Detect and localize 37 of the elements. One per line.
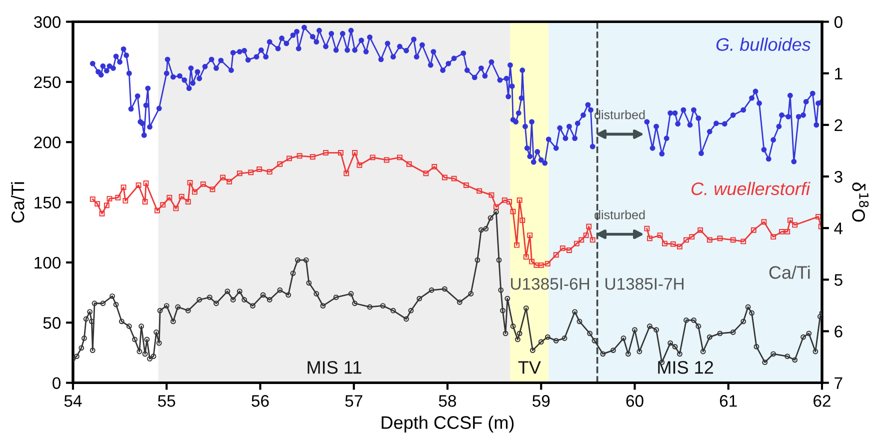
y2-tick-label: 2 bbox=[834, 119, 842, 131]
y2-axis-title: δ$^{18}$O bbox=[852, 182, 869, 222]
series-label: Ca/Ti bbox=[769, 266, 810, 279]
y-axis-title: Ca/Ti bbox=[10, 182, 24, 223]
x-axis-title: Depth CCSF (m) bbox=[382, 416, 514, 433]
y2-tick-label: 0 bbox=[834, 16, 842, 28]
band-label: MIS 12 bbox=[658, 361, 713, 374]
y-tick-label: 300 bbox=[34, 16, 61, 28]
x-tick-label: 59 bbox=[532, 395, 550, 407]
x-tick-label: 58 bbox=[438, 395, 456, 407]
y-tick-label: 250 bbox=[34, 76, 61, 88]
series-label: C. wuellerstorfi bbox=[692, 182, 810, 196]
y2-tick-label: 3 bbox=[834, 170, 842, 183]
annotation: U1385I-7H bbox=[606, 278, 684, 290]
y-tick-label: 200 bbox=[34, 136, 61, 148]
text: G. bulloides bbox=[716, 38, 811, 51]
annotation: disturbed bbox=[594, 110, 645, 120]
band-label: TV bbox=[518, 361, 541, 374]
y2-tick-label: 5 bbox=[834, 274, 842, 286]
x-tick-label: 60 bbox=[626, 395, 644, 407]
x-tick-label: 55 bbox=[158, 395, 176, 407]
x-tick-label: 56 bbox=[252, 395, 269, 407]
y2-tick-label: 7 bbox=[834, 377, 842, 389]
y-tick-label: 50 bbox=[43, 317, 61, 329]
annotation: U1385I-6H bbox=[511, 278, 589, 290]
x-tick-label: 61 bbox=[720, 395, 737, 407]
x-tick-label: 57 bbox=[345, 395, 362, 407]
y-tick-label: 150 bbox=[34, 196, 61, 208]
x-tick-label: 54 bbox=[64, 395, 82, 407]
y2-tick-label: 6 bbox=[834, 326, 842, 338]
y2-tick-label: 4 bbox=[834, 222, 843, 234]
band-label: MIS 11 bbox=[308, 361, 362, 374]
annotation: disturbed bbox=[594, 210, 645, 220]
y-tick-label: 0 bbox=[52, 377, 61, 390]
y2-tick-label: 1 bbox=[835, 68, 842, 80]
x-tick-label: 62 bbox=[814, 395, 830, 407]
y-tick-label: 100 bbox=[34, 256, 61, 269]
